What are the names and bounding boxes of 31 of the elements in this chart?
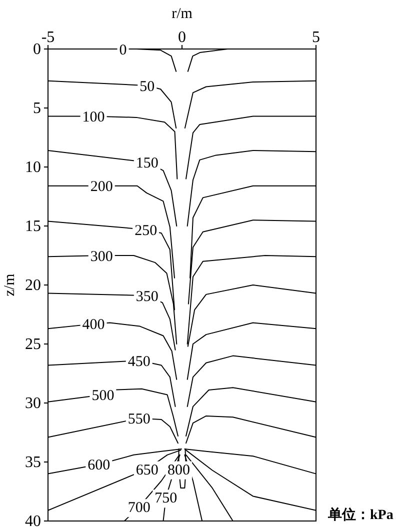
y-tick-label: 0 <box>33 41 41 58</box>
series-label: 200 <box>90 179 113 196</box>
series-label: 500 <box>92 388 114 404</box>
y-tick-label: 30 <box>25 395 41 412</box>
x-tick-label: -5 <box>41 29 55 46</box>
y-axis-title: z/m <box>2 273 18 296</box>
series-label: 400 <box>82 317 105 334</box>
y-tick-label: 40 <box>25 513 41 527</box>
x-axis-title: r/m <box>172 6 193 22</box>
series-label: 250 <box>134 222 158 239</box>
series-label: 0 <box>119 42 127 58</box>
series-label: 300 <box>90 248 113 265</box>
y-tick-label: 15 <box>25 218 41 236</box>
series-label: 450 <box>128 354 150 370</box>
x-tick-label: 0 <box>178 29 186 46</box>
series-label: 350 <box>136 288 158 305</box>
series-label: 150 <box>136 156 158 172</box>
x-tick-label: 5 <box>312 29 320 46</box>
y-tick-label: 5 <box>33 100 41 118</box>
y-tick-label: 20 <box>25 277 41 294</box>
y-tick-label: 25 <box>25 336 41 354</box>
series-label: 550 <box>128 412 150 428</box>
series-label: 750 <box>154 490 178 507</box>
y-tick-label: 35 <box>25 454 41 472</box>
series-label: 650 <box>136 462 158 478</box>
y-tick-label: 10 <box>25 159 41 176</box>
series-label: 50 <box>140 78 155 95</box>
series-label: 600 <box>88 458 110 474</box>
series-label: 100 <box>82 110 105 126</box>
series-label: 700 <box>128 500 150 516</box>
text: 单位：kPa <box>327 507 394 523</box>
